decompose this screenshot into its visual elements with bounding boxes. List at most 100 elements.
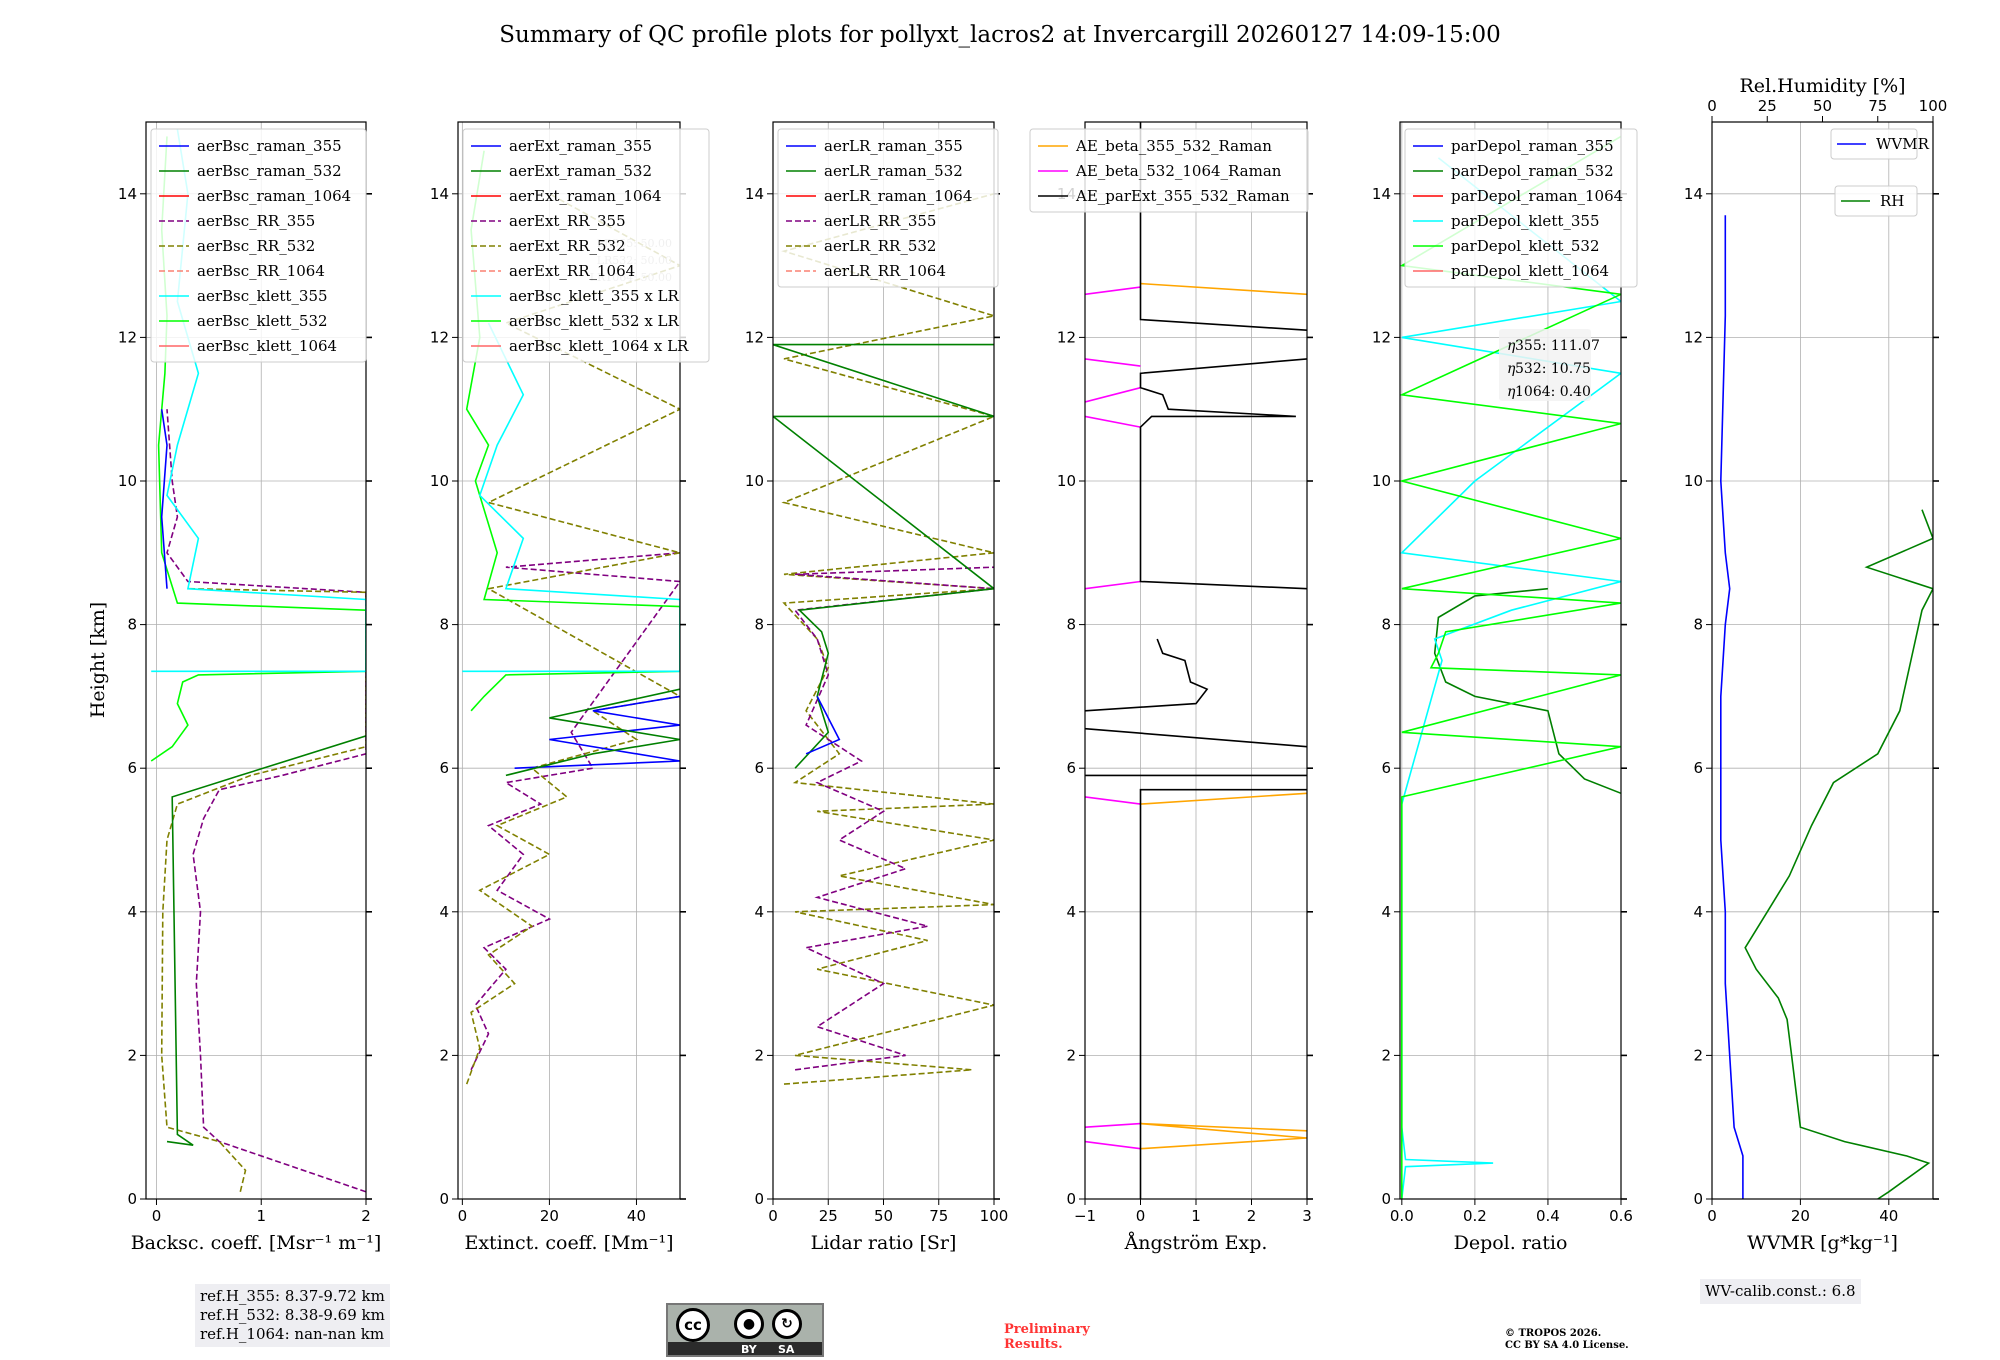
- wv-top-xtick-label: 75: [1868, 97, 1887, 115]
- bsc-frame: [145, 121, 367, 1200]
- wv-top-xtick-label: 100: [1919, 97, 1948, 115]
- wv-xtick-label: 40: [1879, 1207, 1898, 1225]
- ext-xtick-label: 20: [540, 1207, 559, 1225]
- ext-xtick-label: 40: [627, 1207, 646, 1225]
- depol-xtick-label: 0.6: [1609, 1207, 1633, 1225]
- ref-height-355: ref.H_355: 8.37-9.72 km: [200, 1287, 385, 1305]
- bsc-legend-label: aerBsc_RR_355: [197, 212, 315, 230]
- bsc-legend-label: aerBsc_klett_355: [197, 287, 328, 305]
- depol-ytick-label: 10: [1372, 472, 1391, 490]
- wv-ytick-label: 0: [1693, 1190, 1703, 1208]
- eta-label: η: [1507, 384, 1516, 400]
- copyright-line-2: CC BY SA 4.0 License.: [1505, 1340, 1629, 1351]
- lr-ytick-label: 4: [754, 903, 764, 921]
- wv-ytick-label: 14: [1684, 185, 1703, 203]
- figure-title: Summary of QC profile plots for pollyxt_…: [499, 22, 1501, 48]
- wv-ytick-label: 6: [1693, 759, 1703, 777]
- ae-xtick-label: 0: [1136, 1207, 1146, 1225]
- ext-series-aerBsc_klett_355-x-LR: [462, 322, 680, 673]
- lr-ytick-label: 0: [754, 1190, 764, 1208]
- wv-legend-label-wvmr: WVMR: [1876, 135, 1930, 153]
- eta-value: 1064: 0.40: [1515, 384, 1591, 400]
- ae-series-AE_beta_355_532_Raman-b: [1140, 792, 1307, 805]
- bsc-ytick-label: 8: [127, 616, 137, 634]
- ae-series-AE_parExt_355_532_Raman-d: [1085, 638, 1209, 712]
- ext-ytick-label: 10: [430, 472, 449, 490]
- depol-xtick-label: 0.2: [1463, 1207, 1487, 1225]
- ae-ytick-label: 2: [1066, 1046, 1076, 1064]
- wv-top-xlabel: Rel.Humidity [%]: [1739, 75, 1905, 97]
- ext-legend-box: [462, 128, 710, 363]
- depol-legend-label: parDepol_klett_1064: [1451, 262, 1609, 280]
- ext-ytick-label: 2: [439, 1046, 449, 1064]
- wv-ytick-label: 12: [1684, 328, 1703, 346]
- ae-xtick-label: −1: [1074, 1207, 1096, 1225]
- depol-frame: [1399, 121, 1622, 1200]
- ext-legend-label: aerBsc_klett_355 x LR: [509, 287, 680, 305]
- lr-series-aerLR_RR_355: [793, 566, 994, 1071]
- bsc-legend-label: aerBsc_klett_532: [197, 312, 328, 330]
- wv-top-xtick-label: 0: [1707, 97, 1717, 115]
- wv-legend-label-rh: RH: [1880, 192, 1904, 210]
- sa-icon: ↻: [772, 1309, 802, 1339]
- bsc-legend-label: aerBsc_raman_532: [197, 162, 342, 180]
- depol-ytick-label: 2: [1381, 1046, 1391, 1064]
- preliminary-line-2: Results.: [1004, 1337, 1063, 1352]
- wv-legend-box-1: [1830, 128, 1918, 160]
- depol-xtick-label: 0.4: [1536, 1207, 1560, 1225]
- bsc-legend-box: [150, 128, 367, 363]
- lr-legend-label: aerLR_RR_355: [824, 212, 936, 230]
- wv-legend-box-2: [1834, 185, 1918, 217]
- ae-ytick-label: 10: [1057, 472, 1076, 490]
- ae-xlabel: Ångström Exp.: [1124, 1232, 1268, 1254]
- lr-legend-label: aerLR_RR_1064: [824, 262, 946, 280]
- depol-ytick-label: 14: [1372, 185, 1391, 203]
- ext-series-aerExt_raman_355: [514, 695, 680, 769]
- wv-xtick-label: 20: [1791, 1207, 1810, 1225]
- depol-series-group: [1400, 135, 1621, 1199]
- cc-license-badge: cc ● ↻ BY SA: [666, 1303, 824, 1357]
- lr-xtick-label: 75: [929, 1207, 948, 1225]
- wv-panel: 0 20 40 0 2 4 6 8 10 12 14 WVMR [g*kg⁻¹] 0 25 50 75 100 R…: [1684, 75, 1947, 1254]
- wv-series-WVMR: [1719, 215, 1744, 1199]
- ae-legend-box: [1029, 128, 1309, 213]
- ae-ytick-label: 6: [1066, 759, 1076, 777]
- wv-xtick-label: 0: [1707, 1207, 1717, 1225]
- bsc-xtick-label: 1: [256, 1207, 266, 1225]
- lr-series-aerLR_raman_532: [773, 343, 994, 769]
- wv-ytick-label: 2: [1693, 1046, 1703, 1064]
- ae-series-AE_beta_532_1064_Raman-d: [1085, 580, 1141, 590]
- ref-height-1064: ref.H_1064: nan-nan km: [200, 1325, 385, 1343]
- lr-xtick-label: 0: [768, 1207, 778, 1225]
- ae-series-AE_beta_532_1064_Raman: [1085, 1140, 1141, 1150]
- depol-series-parDepol_raman_532: [1433, 587, 1621, 795]
- bsc-series-aerBsc_raman_532: [166, 735, 366, 1146]
- eta-value: 355: 111.07: [1515, 338, 1600, 354]
- ae-series-AE_beta_532_1064_Raman-g: [1085, 358, 1141, 367]
- lr-series-aerLR_RR_532: [781, 193, 994, 1085]
- depol-legend-label: parDepol_raman_1064: [1451, 187, 1623, 205]
- eta-label: η: [1507, 361, 1516, 377]
- ref-height-532: ref.H_532: 8.38-9.69 km: [200, 1306, 385, 1324]
- lr-ytick-label: 2: [754, 1046, 764, 1064]
- lr-ytick-label: 6: [754, 759, 764, 777]
- depol-ytick-label: 4: [1381, 903, 1391, 921]
- wv-ytick-label: 8: [1693, 616, 1703, 634]
- bsc-legend-label: aerBsc_RR_1064: [197, 262, 325, 280]
- lr-legend-label: aerLR_raman_532: [824, 162, 963, 180]
- wv-top-xtick-label: 25: [1758, 97, 1777, 115]
- wv-series-group: [1719, 215, 1933, 1199]
- lr-series-aerLR_raman_355: [805, 696, 841, 755]
- lr-legend-label: aerLR_RR_532: [824, 237, 936, 255]
- lr-series-group: [773, 193, 994, 1085]
- eta-label: η: [1507, 338, 1516, 354]
- lr-legend-label: aerLR_raman_1064: [824, 187, 972, 205]
- depol-series-parDepol_klett_355: [1400, 157, 1621, 1199]
- ext-series-aerExt_RR_532: [465, 193, 680, 1085]
- bsc-series-aerBsc_RR_355: [166, 409, 366, 1193]
- ext-legend-label: aerExt_raman_1064: [509, 187, 662, 205]
- bsc-ytick-label: 2: [127, 1046, 137, 1064]
- ae-series-AE_beta_532_1064_Raman-f: [1085, 386, 1141, 403]
- cc-icon: cc: [676, 1308, 710, 1342]
